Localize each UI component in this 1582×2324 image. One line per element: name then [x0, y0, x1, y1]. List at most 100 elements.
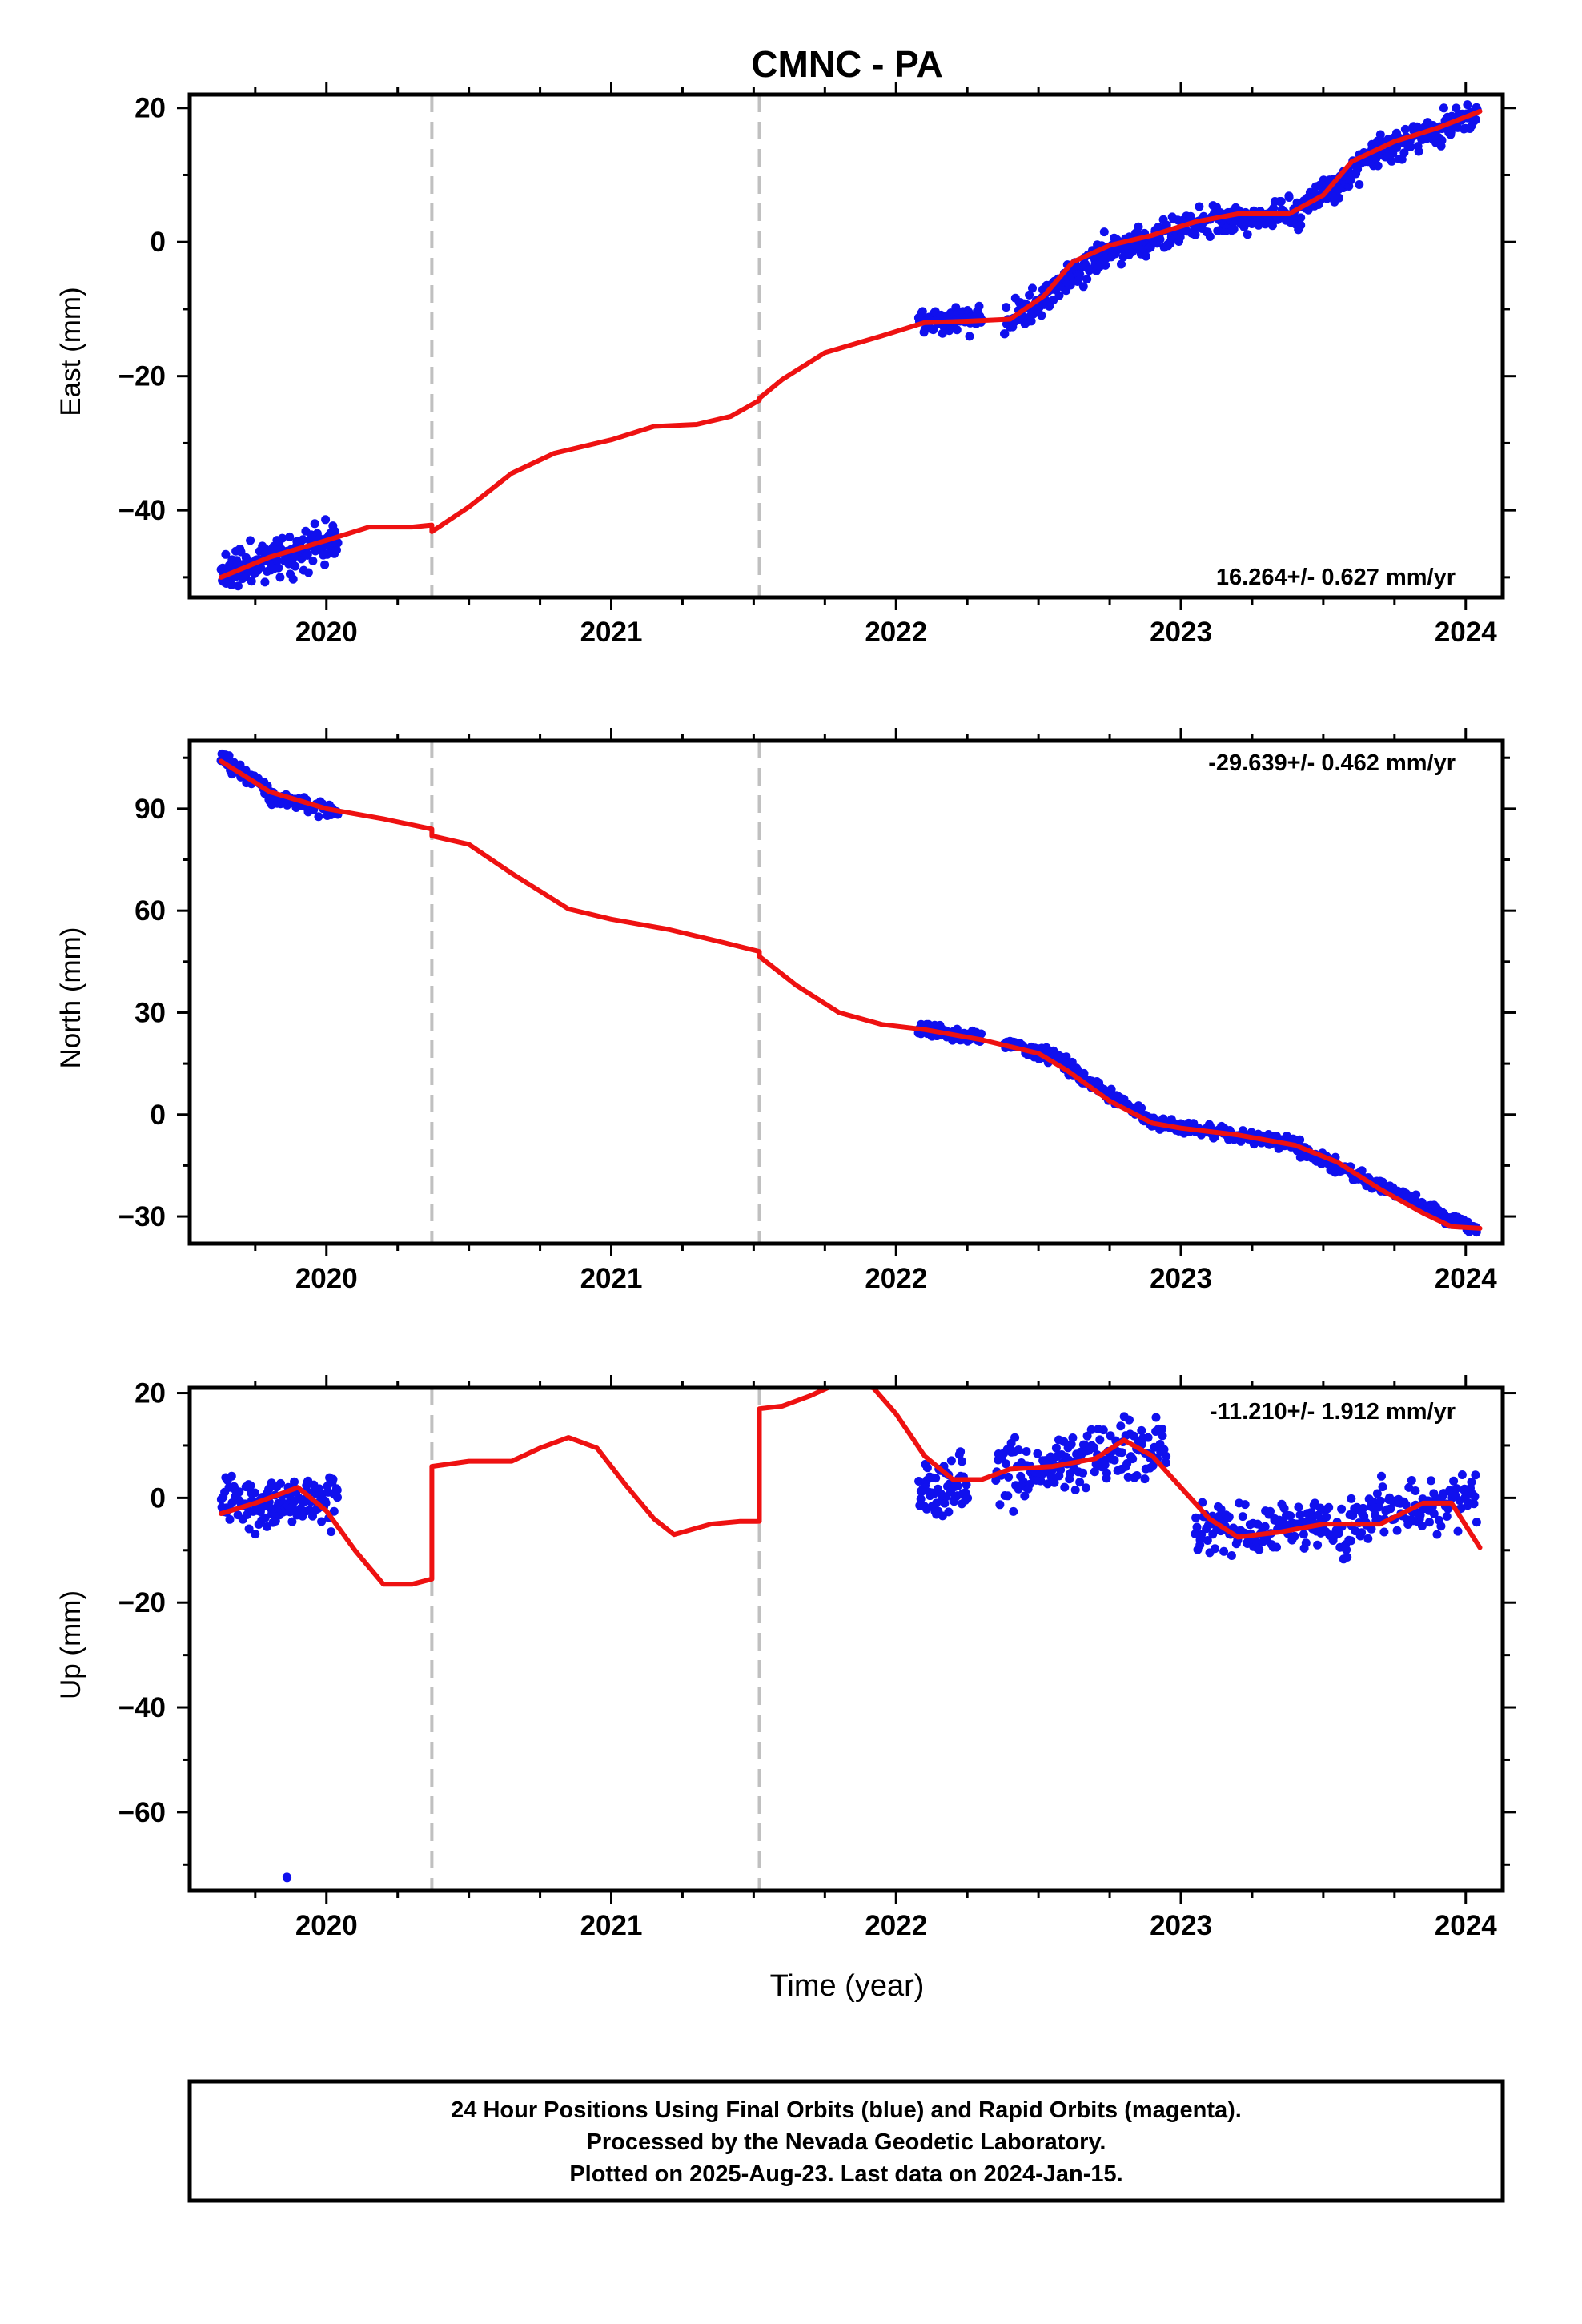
east-data-point [1229, 224, 1239, 234]
up-data-point [1417, 1521, 1427, 1530]
up-data-point [1470, 1492, 1480, 1502]
up-data-point [1432, 1530, 1442, 1539]
up-data-point [1211, 1544, 1219, 1554]
up-data-point [1158, 1424, 1167, 1433]
east-data-point [308, 556, 318, 565]
up-data-point [1219, 1546, 1229, 1556]
up-points [216, 1412, 1481, 1883]
up-data-point [1001, 1459, 1010, 1469]
up-data-point [1227, 1551, 1236, 1560]
east-data-point [1373, 161, 1383, 171]
east-data-point [1471, 115, 1480, 124]
east-data-point [333, 538, 343, 548]
east-data-point [1075, 269, 1085, 279]
up-data-point [1075, 1478, 1085, 1487]
up-data-point [1472, 1518, 1481, 1527]
east-data-point [298, 535, 307, 545]
north-x-tick-label: 2024 [1435, 1263, 1497, 1294]
east-data-point [952, 325, 962, 335]
up-data-point [290, 1477, 299, 1486]
chart-title: CMNC - PA [751, 43, 942, 85]
up-data-point [258, 1502, 267, 1511]
east-data-point [1025, 290, 1034, 300]
up-data-point [1216, 1505, 1226, 1514]
east-data-point [1355, 180, 1364, 189]
up-frame [187, 1385, 1505, 1893]
up-data-point [1132, 1471, 1142, 1480]
east-data-point [1117, 259, 1126, 269]
up-data-point [251, 1530, 260, 1539]
up-data-point [1342, 1545, 1351, 1554]
up-data-point [1299, 1530, 1308, 1539]
up-data-point [225, 1514, 235, 1524]
up-data-point [1363, 1534, 1373, 1543]
up-data-point [1457, 1470, 1467, 1479]
east-data-point [1082, 275, 1092, 284]
up-data-point [1022, 1447, 1031, 1456]
north-data-point [1378, 1177, 1387, 1187]
north-y-tick-label: 90 [135, 794, 166, 825]
east-data-point [236, 547, 246, 557]
east-data-point [1195, 202, 1204, 211]
up-data-point [914, 1477, 924, 1486]
up-data-point [1255, 1545, 1264, 1554]
up-data-point [1469, 1499, 1479, 1509]
up-data-point [1191, 1513, 1201, 1522]
east-panel: East (mm) 2020 2021 2022 2023 2024 20 0 −20 −40 1… [55, 82, 1516, 648]
up-data-point [1279, 1504, 1289, 1513]
up-data-point [958, 1457, 966, 1466]
east-data-point [1002, 303, 1011, 312]
east-data-point [274, 563, 283, 573]
up-data-point [329, 1506, 339, 1516]
up-data-point [260, 1513, 270, 1522]
up-data-point [1100, 1460, 1110, 1470]
east-y-tick-label: 20 [135, 93, 166, 124]
up-fit-line [219, 1388, 1483, 1587]
east-y-tick-label: 0 [151, 227, 166, 258]
footer-box: 24 Hour Positions Using Final Orbits (bl… [187, 2079, 1505, 2203]
up-x-tick-label: 2024 [1435, 1910, 1497, 1941]
up-data-point [1198, 1498, 1207, 1507]
up-data-point [962, 1480, 971, 1490]
up-data-point [1110, 1455, 1119, 1465]
up-data-point [246, 1481, 255, 1490]
east-data-point [320, 560, 330, 569]
up-data-point [1009, 1506, 1018, 1516]
east-data-point [1276, 197, 1286, 206]
up-data-point [333, 1493, 342, 1502]
up-data-point [1392, 1526, 1402, 1535]
up-data-point [250, 1488, 259, 1498]
up-data-point [1404, 1482, 1414, 1492]
up-data-point [956, 1447, 966, 1457]
up-data-point [953, 1482, 962, 1491]
east-frame [187, 92, 1505, 600]
north-data-point [1411, 1190, 1421, 1200]
east-data-point [1066, 280, 1075, 290]
up-velocity-label: -11.210+/- 1.912 mm/yr [1210, 1399, 1456, 1425]
east-data-point [1099, 227, 1109, 237]
up-data-point [1313, 1540, 1323, 1550]
up-data-point [1368, 1497, 1378, 1506]
east-data-point [303, 549, 312, 559]
up-data-point [1203, 1536, 1212, 1545]
up-data-point [1443, 1504, 1453, 1514]
east-data-point [275, 573, 285, 582]
east-data-point [1054, 291, 1064, 300]
up-data-point [1347, 1494, 1356, 1503]
up-data-point [332, 1486, 342, 1495]
up-data-point [1125, 1415, 1134, 1425]
up-data-point [1151, 1413, 1161, 1422]
up-data-point [946, 1456, 956, 1466]
up-data-point [1427, 1476, 1435, 1486]
east-data-point [1439, 103, 1448, 113]
east-data-point [303, 568, 313, 577]
east-data-point [1101, 260, 1110, 270]
up-data-point [1294, 1502, 1303, 1512]
east-data-point [1296, 220, 1306, 230]
east-data-point [1037, 311, 1046, 320]
up-data-point [1415, 1510, 1425, 1520]
east-data-point [1284, 191, 1294, 201]
up-data-point [1442, 1512, 1452, 1521]
east-velocity-label: 16.264+/- 0.627 mm/yr [1216, 565, 1456, 590]
up-data-point [1429, 1509, 1439, 1518]
